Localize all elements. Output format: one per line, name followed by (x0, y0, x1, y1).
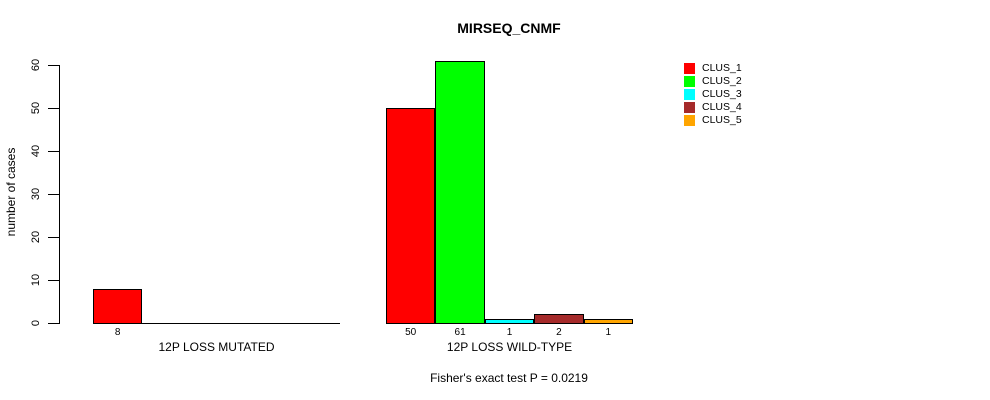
category-label: 12P LOSS WILD-TYPE (446, 340, 573, 354)
chart-title: MIRSEQ_CNMF (457, 20, 561, 36)
bar-value-label: 61 (454, 327, 466, 338)
bar-value-label: 8 (114, 327, 121, 338)
bar-clus-2 (435, 60, 485, 324)
bar-value-label: 2 (556, 327, 562, 338)
y-tick-mark (48, 108, 59, 109)
legend-label: CLUS_3 (702, 88, 742, 100)
legend-label: CLUS_4 (702, 101, 742, 113)
y-tick-label: 20 (30, 230, 42, 244)
bar-clus-5 (583, 318, 633, 324)
legend-label: CLUS_1 (702, 62, 742, 74)
y-tick-label: 30 (30, 187, 42, 201)
legend-swatch (684, 102, 695, 113)
bar-value-label: 1 (506, 327, 513, 338)
y-tick-mark (48, 151, 59, 152)
x-axis-baseline (93, 323, 340, 324)
legend-swatch (684, 89, 695, 100)
y-tick-label: 60 (30, 58, 42, 72)
y-tick-label: 40 (30, 144, 42, 158)
legend: CLUS_1 CLUS_2 CLUS_3 CLUS_4 CLUS_5 (684, 62, 742, 127)
bar-clus-1 (386, 108, 436, 324)
legend-item: CLUS_4 (684, 101, 742, 114)
y-tick-mark (48, 194, 59, 195)
legend-item: CLUS_3 (684, 88, 742, 101)
y-axis-line (59, 65, 60, 324)
y-tick-label: 10 (30, 273, 42, 287)
legend-item: CLUS_1 (684, 62, 742, 75)
legend-swatch (684, 63, 695, 74)
category-label: 12P LOSS MUTATED (158, 340, 275, 354)
y-tick-mark (48, 323, 59, 324)
bar-value-label: 1 (605, 327, 612, 338)
y-tick-mark (48, 237, 59, 238)
bar-clus-1 (93, 288, 143, 324)
bar-value-label: 50 (405, 327, 417, 338)
legend-label: CLUS_2 (702, 75, 742, 87)
fisher-test-caption: Fisher's exact test P = 0.0219 (430, 371, 588, 385)
y-tick-label: 0 (30, 319, 42, 327)
legend-label: CLUS_5 (702, 114, 742, 126)
legend-item: CLUS_2 (684, 75, 742, 88)
bar-clus-4 (534, 314, 584, 324)
legend-swatch (684, 115, 695, 126)
y-tick-mark (48, 65, 59, 66)
legend-swatch (684, 76, 695, 87)
y-axis-title: number of cases (4, 147, 18, 237)
legend-item: CLUS_5 (684, 114, 742, 127)
y-tick-label: 50 (30, 101, 42, 115)
bar-clus-3 (484, 318, 535, 324)
y-tick-mark (48, 280, 59, 281)
